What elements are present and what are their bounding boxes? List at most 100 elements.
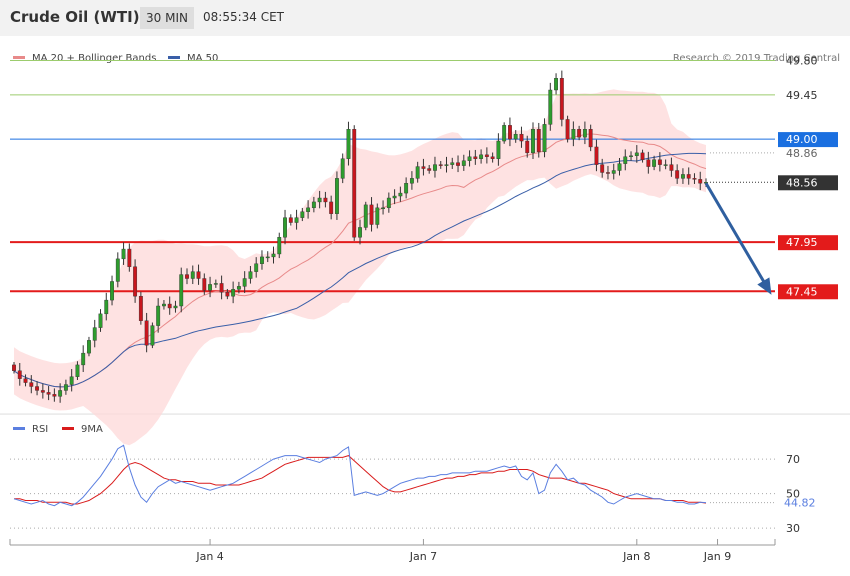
candle-body <box>283 217 287 238</box>
candle-body <box>335 178 339 214</box>
candle-body <box>444 164 449 166</box>
candle-body <box>260 256 264 264</box>
candle-body <box>369 204 374 225</box>
level-tag-pivot <box>778 132 838 148</box>
candle-body <box>294 217 299 223</box>
candle-body <box>288 217 293 223</box>
rsi-ma-swatch <box>62 427 74 430</box>
candle-body <box>404 183 409 194</box>
candle-body <box>213 283 218 285</box>
last-price-label: 48.56 <box>786 176 818 189</box>
candle-body <box>536 129 541 153</box>
candle-body <box>69 376 74 385</box>
candle-body <box>490 156 495 159</box>
candle-body <box>144 320 149 346</box>
candle-body <box>231 289 236 297</box>
rsi-ma-legend-label: 9MA <box>81 424 103 435</box>
ma20-legend-label: MA 20 + Bollinger Bands <box>32 53 156 64</box>
candle-body <box>98 313 103 328</box>
candle-body <box>623 156 628 164</box>
time-tick-label: Jan 9 <box>703 550 731 563</box>
candle-body <box>386 197 391 209</box>
rsi-ma-line <box>14 455 707 505</box>
candle-body <box>219 283 224 293</box>
candle-body <box>185 274 189 279</box>
candle-body <box>681 174 685 179</box>
timeframe-badge[interactable]: 30 MIN <box>140 7 194 29</box>
candle-body <box>594 146 599 165</box>
candle-body <box>17 370 22 379</box>
candle-body <box>381 207 385 210</box>
candle-body <box>686 174 691 179</box>
candle-body <box>698 179 703 184</box>
ma50-line <box>13 152 707 388</box>
candle-body <box>600 164 605 173</box>
candle-body <box>133 266 138 297</box>
candle-body <box>300 211 305 218</box>
candle-body <box>508 125 512 140</box>
candle-body <box>398 192 403 197</box>
level-tag-support <box>778 235 838 251</box>
candle-body <box>173 305 178 309</box>
candle-body <box>663 164 668 166</box>
candle-body <box>156 305 161 326</box>
rsi-level-label: 70 <box>786 453 800 466</box>
ma20-swatch <box>13 56 25 59</box>
candle-body <box>438 164 443 166</box>
candle-body <box>392 195 397 199</box>
candle-body <box>323 197 328 203</box>
candle-body <box>559 78 564 120</box>
price-chart: MA 20 + Bollinger Bands MA 50 Research ©… <box>0 36 850 576</box>
candle-body <box>363 204 368 228</box>
candle-body <box>433 164 437 171</box>
rsi-legend-label: RSI <box>32 424 48 435</box>
price-levels <box>10 60 775 293</box>
projection-arrow <box>704 182 772 295</box>
level-label: 47.95 <box>786 236 818 249</box>
candle-body <box>640 152 645 160</box>
candle-body <box>63 384 68 391</box>
candle-body <box>75 364 80 377</box>
price-legend: MA 20 + Bollinger Bands MA 50 Research ©… <box>13 53 840 64</box>
price-labels: 49.80 49.45 49.00 47.95 47.45 48.86 48.56 <box>778 55 838 300</box>
candle-body <box>271 253 276 258</box>
candle-body <box>456 162 460 166</box>
ma-price-label: 48.86 <box>786 147 818 160</box>
candle-body <box>52 394 57 397</box>
candle-body <box>127 248 132 267</box>
candle-body <box>311 201 316 209</box>
candle-body <box>352 129 357 238</box>
candle-body <box>162 303 166 307</box>
candle-body <box>236 286 241 290</box>
time-tick-label: Jan 4 <box>195 550 223 563</box>
candle-body <box>87 340 91 354</box>
candle-body <box>225 292 230 297</box>
candle-body <box>675 170 680 179</box>
candle-body <box>242 278 247 287</box>
candle-body <box>669 164 674 171</box>
candle-body <box>329 201 334 214</box>
candle-body <box>473 156 478 159</box>
candle-body <box>29 382 34 387</box>
rsi-panel <box>0 415 850 576</box>
candles <box>12 70 708 403</box>
candle-body <box>409 178 414 184</box>
candle-body <box>340 158 345 179</box>
candle-body <box>427 168 432 171</box>
rsi-last-label: 44.82 <box>784 497 816 510</box>
candle-body <box>554 78 558 91</box>
candle-body <box>606 172 610 174</box>
candle-body <box>12 364 16 371</box>
candle-body <box>582 129 587 138</box>
candle-body <box>634 152 639 156</box>
candle-body <box>588 129 593 148</box>
level-label: 47.45 <box>786 285 818 298</box>
rsi-level-label: 30 <box>786 522 800 535</box>
candle-body <box>519 133 524 142</box>
candle-body <box>513 133 518 140</box>
candle-body <box>617 163 622 171</box>
candle-body <box>46 392 51 395</box>
candle-body <box>496 140 501 159</box>
candle-body <box>277 237 282 255</box>
